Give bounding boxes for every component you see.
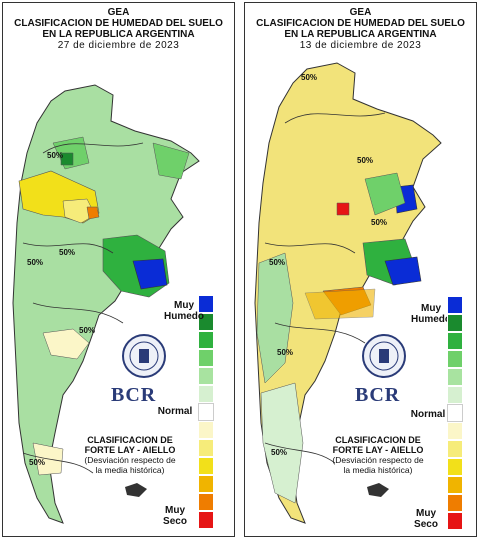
very-wet-zone — [384, 256, 422, 286]
orange-light-zone — [304, 288, 376, 320]
legend-swatch — [447, 476, 463, 494]
malvinas-islands — [367, 483, 389, 497]
legend-swatch — [447, 458, 463, 476]
contour-line — [264, 242, 356, 254]
wet-zone-mesopotamia — [364, 172, 406, 216]
contour-line — [264, 442, 336, 464]
orange-spot — [86, 206, 100, 220]
legend-swatch — [198, 511, 214, 529]
bcr-seal-icon — [361, 333, 407, 379]
contour-label: 50% — [79, 326, 95, 335]
contour-label: 50% — [357, 156, 373, 165]
org-name: GEA — [349, 7, 372, 18]
legend-swatch — [447, 296, 463, 314]
legend-swatch — [198, 475, 214, 493]
light-zone-west — [256, 252, 294, 384]
map-panel-dec13: 50% 50% 50% 50% 50% 50% GEA CLASIFICACIO… — [244, 2, 477, 537]
classification-label: CLASIFICACION DE FORTE LAY - AIELLO (Des… — [84, 435, 176, 475]
color-legend-left — [198, 295, 214, 529]
red-spot — [336, 202, 350, 216]
legend-swatch — [447, 332, 463, 350]
contour-label: 50% — [59, 248, 75, 257]
legend-swatch — [198, 385, 214, 403]
legend-label-muy-humedo: Muy Humedo — [411, 303, 451, 325]
light-yellow-zone — [62, 198, 96, 224]
legend-label-muy-seco-left: Muy Seco — [163, 505, 187, 527]
legend-label-muy-seco: Muy Seco — [414, 508, 438, 530]
legend-swatch — [447, 404, 463, 422]
title-line-1: CLASIFICACION DE HUMEDAD DEL SUELO — [14, 18, 223, 29]
argentina-map-dec13: 50% 50% 50% 50% 50% 50% — [254, 62, 442, 524]
legend-swatch — [198, 457, 214, 475]
legend-label-normal-left: Normal — [157, 406, 193, 417]
map-header: GEA CLASIFICACION DE HUMEDAD DEL SUELO E… — [245, 7, 476, 51]
very-wet-zone — [132, 258, 168, 290]
legend-swatch — [447, 512, 463, 530]
bcr-logo-text: BCR — [111, 384, 157, 406]
color-legend — [447, 296, 463, 530]
contour-label: 50% — [301, 73, 317, 82]
contour-line — [22, 452, 94, 474]
legend-swatch — [198, 331, 214, 349]
legend-swatch — [198, 403, 214, 421]
light-zone-south — [260, 382, 304, 504]
contour-label: 50% — [371, 218, 387, 227]
legend-swatch — [447, 494, 463, 512]
legend-swatch — [198, 313, 214, 331]
bcr-seal-icon — [121, 333, 167, 379]
contour-line — [284, 112, 386, 124]
legend-swatch — [447, 422, 463, 440]
legend-swatch — [198, 349, 214, 367]
legend-swatch — [447, 386, 463, 404]
legend-swatch — [447, 314, 463, 332]
legend-swatch — [198, 421, 214, 439]
legend-label-normal: Normal — [410, 409, 446, 420]
contour-label: 50% — [269, 258, 285, 267]
legend-swatch — [198, 493, 214, 511]
legend-swatch — [198, 295, 214, 313]
legend-swatch — [198, 367, 214, 385]
map-date: 27 de diciembre de 2023 — [57, 40, 180, 51]
contour-label: 50% — [271, 448, 287, 457]
argentina-map-dec27: 50% 50% 50% 50% 50% — [12, 84, 200, 524]
title-line-2: EN LA REPUBLICA ARGENTINA — [42, 29, 195, 40]
contour-line — [22, 242, 114, 254]
wet-zone-mesopotamia — [152, 142, 190, 180]
contour-label: 50% — [27, 258, 43, 267]
legend-swatch — [447, 440, 463, 458]
malvinas-islands — [125, 483, 147, 497]
contour-label: 50% — [277, 348, 293, 357]
map-date: 13 de diciembre de 2023 — [299, 40, 422, 51]
map-panel-dec27: 50% 50% 50% 50% 50% GEA CLASIFICACION DE… — [2, 2, 235, 537]
contour-label: 50% — [29, 458, 45, 467]
title-line-2: EN LA REPUBLICA ARGENTINA — [284, 29, 437, 40]
classification-label: CLASIFICACION DE FORTE LAY - AIELLO (Des… — [332, 435, 424, 475]
contour-line — [274, 322, 366, 344]
title-line-1: CLASIFICACION DE HUMEDAD DEL SUELO — [256, 18, 465, 29]
map-header: GEA CLASIFICACION DE HUMEDAD DEL SUELO E… — [3, 7, 234, 51]
dark-green-spot — [60, 152, 74, 166]
legend-label-muy-humedo-left: Muy Humedo — [164, 300, 204, 322]
contour-line — [42, 142, 144, 154]
legend-swatch — [447, 368, 463, 386]
contour-label: 50% — [47, 151, 63, 160]
bcr-logo-text: BCR — [355, 384, 401, 406]
yellow-zone-central — [42, 328, 90, 360]
legend-swatch — [447, 350, 463, 368]
org-name: GEA — [107, 7, 130, 18]
legend-swatch — [198, 439, 214, 457]
contour-line — [32, 302, 124, 324]
